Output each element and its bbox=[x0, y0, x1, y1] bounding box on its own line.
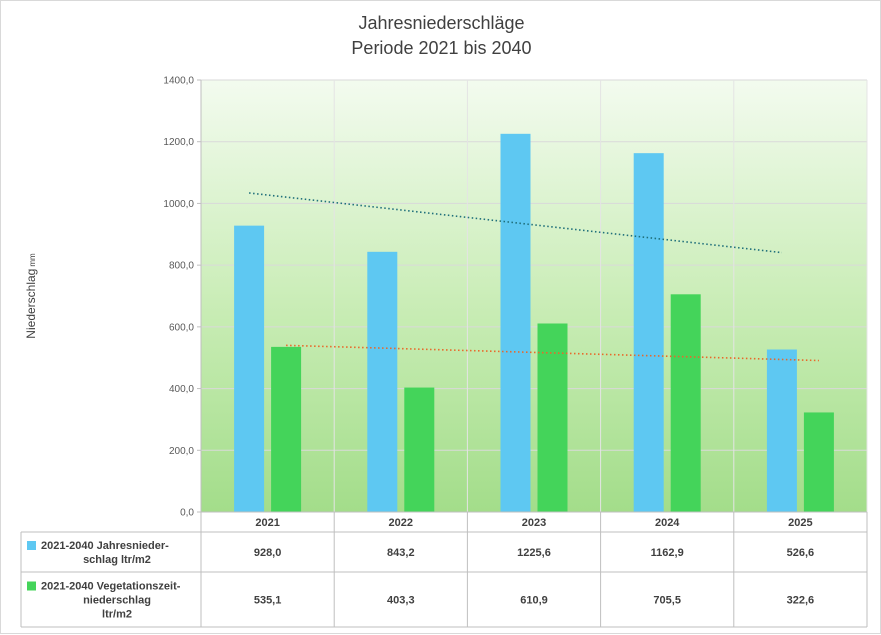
bar-2023-s2 bbox=[537, 323, 568, 512]
bar-2025-s2 bbox=[803, 412, 834, 512]
bar-2022-s1 bbox=[367, 251, 398, 513]
y-tick-label: 400,0 bbox=[169, 384, 194, 395]
bar-2024-s1 bbox=[633, 153, 664, 512]
chart-subtitle: Periode 2021 bis 2040 bbox=[351, 38, 532, 58]
legend-label-s1: schlag ltr/m2 bbox=[83, 554, 151, 566]
data-label: 610,9 bbox=[520, 595, 548, 607]
y-axis-title-unit: mm bbox=[28, 253, 37, 267]
data-label: 1162,9 bbox=[651, 547, 684, 559]
data-label: 535,1 bbox=[254, 595, 282, 607]
table-bg bbox=[21, 532, 867, 627]
data-label: 705,5 bbox=[653, 595, 681, 607]
data-label: 526,6 bbox=[787, 547, 815, 559]
y-tick-label: 200,0 bbox=[169, 446, 194, 457]
bar-2025-s1 bbox=[766, 349, 797, 512]
y-tick-label: 1000,0 bbox=[163, 199, 194, 210]
x-tick-label: 2024 bbox=[655, 517, 680, 529]
y-tick-label: 1200,0 bbox=[163, 137, 194, 148]
legend-swatch-s1 bbox=[27, 541, 36, 550]
y-tick-label: 1400,0 bbox=[163, 76, 194, 87]
y-tick-label: 0,0 bbox=[180, 508, 194, 519]
x-tick-label: 2021 bbox=[255, 517, 279, 529]
y-axis-title: Niederschlag mm bbox=[24, 253, 38, 339]
x-tick-label: 2023 bbox=[522, 517, 546, 529]
data-label: 843,2 bbox=[387, 547, 415, 559]
legend-label-s2: ltr/m2 bbox=[102, 609, 132, 621]
bar-2022-s2 bbox=[404, 387, 435, 512]
legend-label-s1: 2021-2040 Jahresnieder- bbox=[41, 540, 169, 552]
legend-label-s2: 2021-2040 Vegetationszeit- bbox=[41, 581, 181, 593]
bar-2024-s2 bbox=[670, 294, 701, 512]
legend-swatch-s2 bbox=[27, 581, 36, 591]
x-tick-label: 2025 bbox=[788, 517, 812, 529]
trendline-s1 bbox=[249, 192, 782, 254]
bar-2021-s2 bbox=[271, 346, 302, 512]
y-tick-label: 800,0 bbox=[169, 261, 194, 272]
bar-2021-s1 bbox=[234, 225, 265, 512]
legend-label-s2: niederschlag bbox=[83, 595, 151, 607]
plot-area bbox=[201, 80, 867, 512]
y-axis-title-text: Niederschlag bbox=[24, 269, 38, 339]
data-label: 1225,6 bbox=[517, 547, 551, 559]
data-label: 322,6 bbox=[787, 595, 815, 607]
data-label: 403,3 bbox=[387, 595, 415, 607]
trendline-s2 bbox=[286, 344, 819, 362]
data-label: 928,0 bbox=[254, 547, 282, 559]
x-tick-label: 2022 bbox=[389, 517, 413, 529]
y-tick-label: 600,0 bbox=[169, 322, 194, 333]
bar-2023-s1 bbox=[500, 133, 531, 512]
chart-title: Jahresniederschläge bbox=[358, 13, 525, 33]
